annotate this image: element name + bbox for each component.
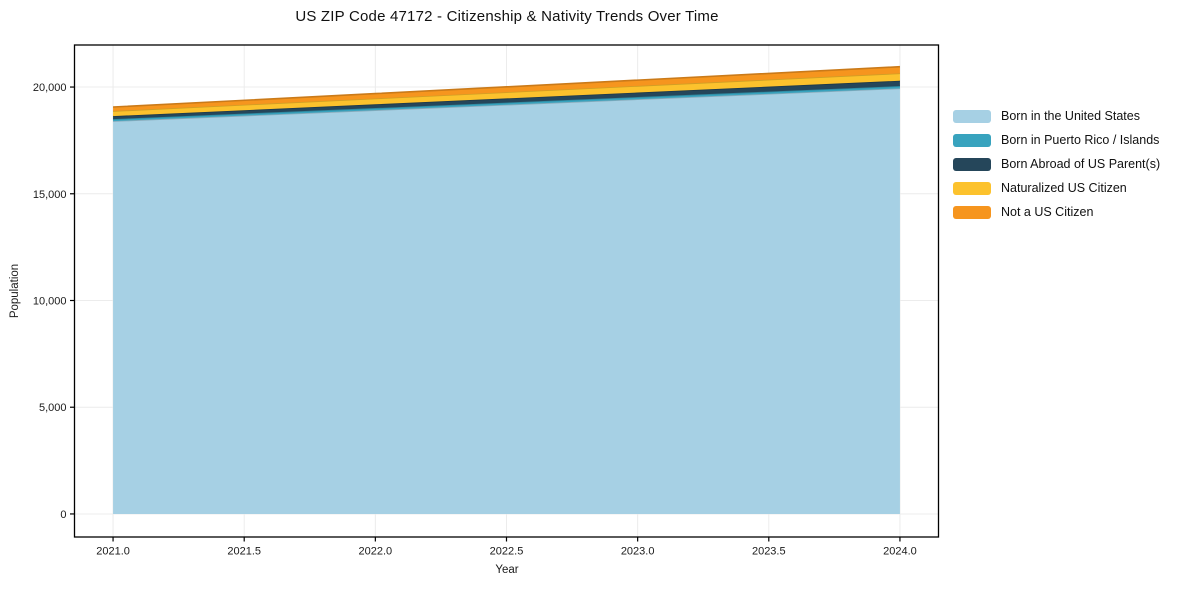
y-tick-label: 10,000 — [33, 295, 67, 307]
area-not-a-us-citizen — [113, 66, 900, 112]
legend: Born in the United States Born in Puerto … — [953, 109, 1160, 219]
legend-label: Born in Puerto Rico / Islands — [1001, 133, 1160, 147]
x-tick-label: 2021.0 — [96, 546, 130, 558]
legend-label: Born in the United States — [1001, 109, 1140, 123]
x-tick-label: 2023.5 — [752, 546, 786, 558]
area-born-in-the-united-states — [113, 88, 900, 514]
legend-item-naturalized-us-citizen: Naturalized US Citizen — [953, 181, 1160, 195]
legend-item-born-in-puerto-rico-islands: Born in Puerto Rico / Islands — [953, 133, 1160, 147]
legend-item-not-a-us-citizen: Not a US Citizen — [953, 205, 1160, 219]
x-tick-label: 2024.0 — [883, 546, 917, 558]
x-axis-label: Year — [495, 564, 519, 576]
legend-swatch-icon — [953, 205, 991, 219]
y-tick-label: 5,000 — [39, 402, 67, 414]
y-axis-label: Population — [9, 263, 21, 319]
chart-title: US ZIP Code 47172 - Citizenship & Nativi… — [295, 8, 719, 25]
x-tick-label: 2022.5 — [490, 546, 524, 558]
x-tick-label: 2021.5 — [227, 546, 261, 558]
legend-swatch-icon — [953, 181, 991, 195]
y-tick-label: 20,000 — [33, 82, 67, 94]
legend-label: Not a US Citizen — [1001, 205, 1094, 219]
y-tick-label: 0 — [60, 509, 66, 521]
legend-item-born-in-the-united-states: Born in the United States — [953, 109, 1160, 123]
y-tick-label: 15,000 — [33, 189, 67, 201]
area-edge-not-a-us-citizen — [113, 65, 900, 108]
legend-swatch-icon — [953, 133, 991, 147]
legend-swatch-icon — [953, 157, 991, 171]
x-tick-label: 2022.0 — [359, 546, 393, 558]
legend-label: Born Abroad of US Parent(s) — [1001, 157, 1161, 171]
area-naturalized-us-citizen — [113, 73, 900, 117]
legend-label: Naturalized US Citizen — [1001, 181, 1127, 195]
legend-item-born-abroad-of-us-parent-s: Born Abroad of US Parent(s) — [953, 157, 1160, 171]
legend-swatch-icon — [953, 109, 991, 123]
x-tick-label: 2023.0 — [621, 546, 655, 558]
